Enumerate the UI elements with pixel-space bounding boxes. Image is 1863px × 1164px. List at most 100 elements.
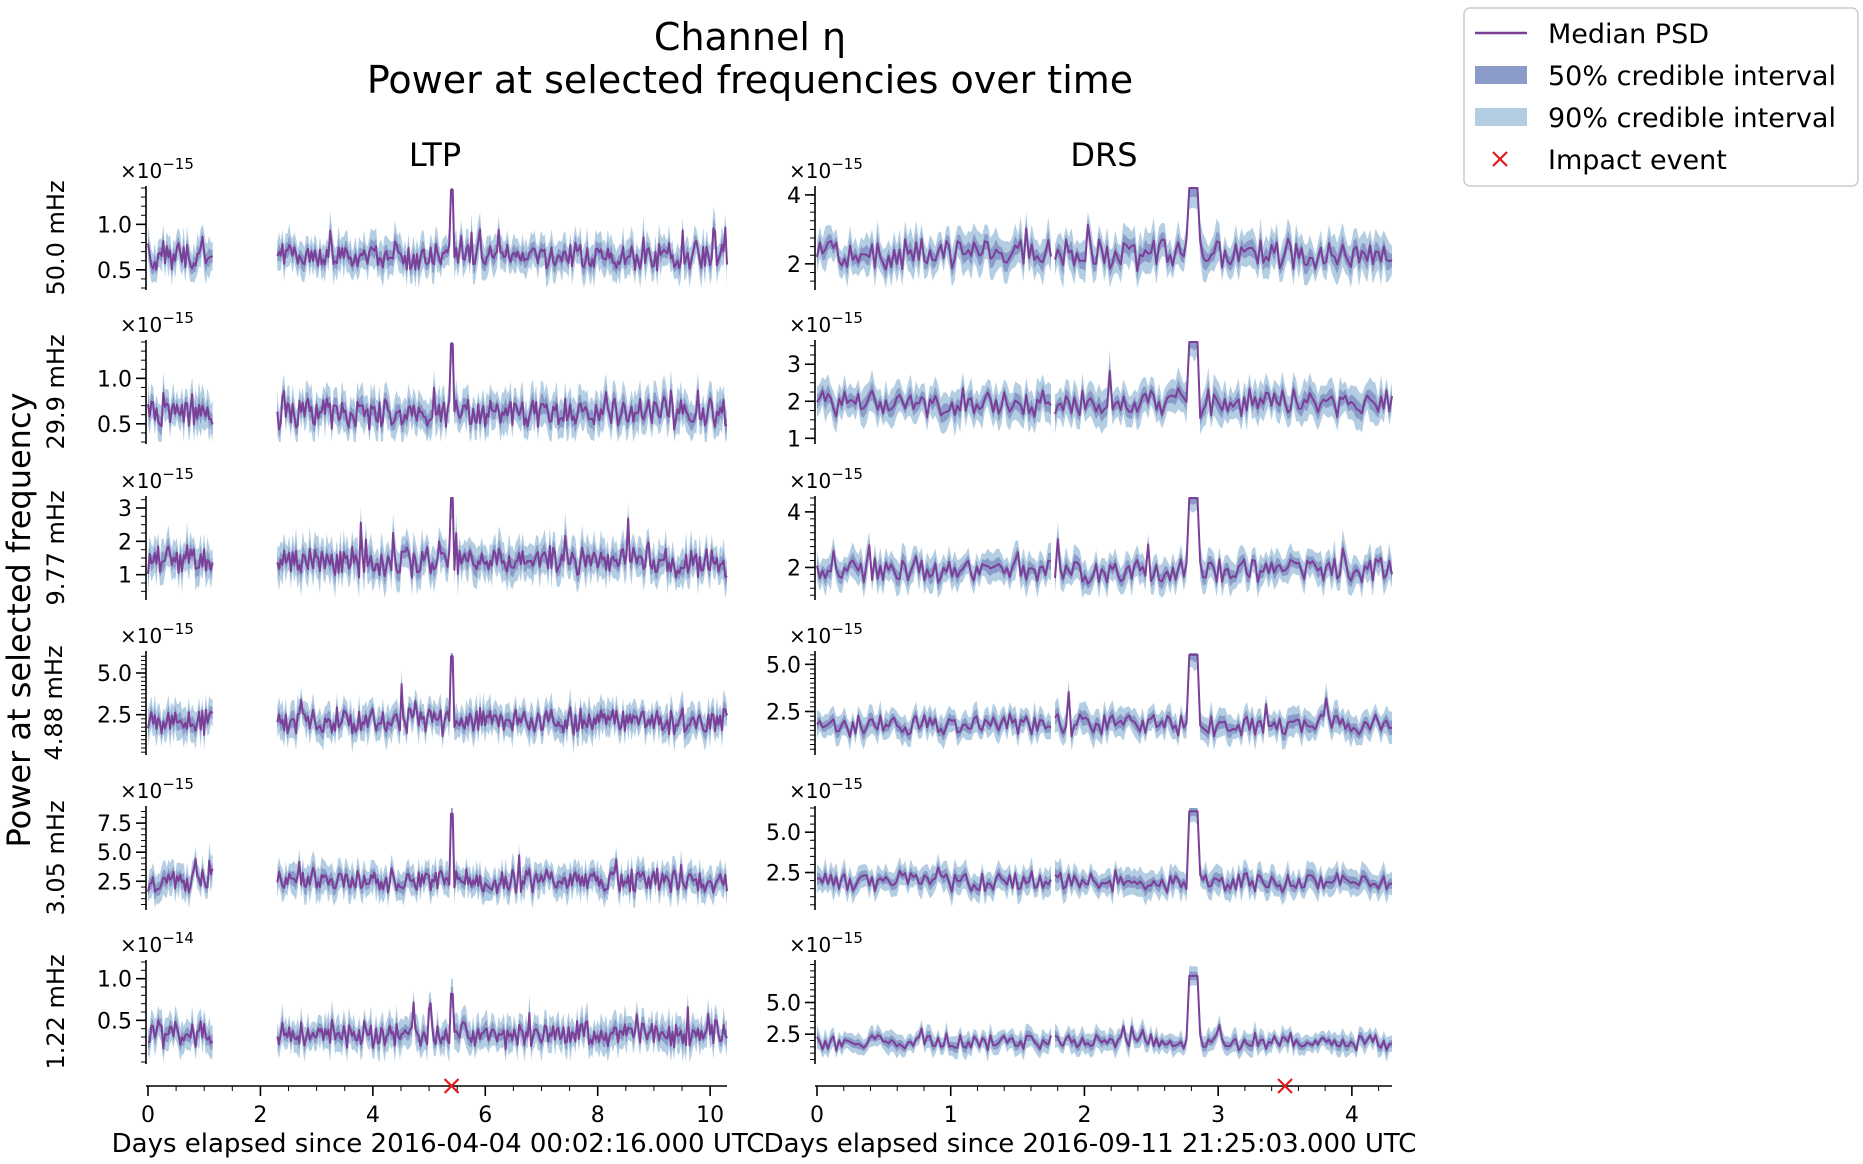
x-tick-label: 8 (591, 1103, 605, 1128)
y-tick-label: 5.0 (766, 821, 801, 846)
x-tick-label: 6 (478, 1103, 492, 1128)
median-line (1054, 974, 1393, 1052)
row-label: 50.0 mHz (42, 180, 70, 295)
y-axis-label: Power at selected frequency (0, 393, 38, 848)
legend-impact-marker (1492, 151, 1508, 167)
x-tick-label: 2 (1077, 1103, 1091, 1128)
panel: ×10−15 2.5 5.0 (766, 620, 1393, 755)
ci90-band (277, 188, 727, 288)
row-label: 3.05 mHz (42, 800, 70, 915)
ci90-band (277, 498, 727, 598)
panel: ×10−15 0.5 1.0 (97, 155, 728, 290)
median-line (1054, 810, 1393, 894)
x-tick-label: 0 (810, 1103, 824, 1128)
panel: ×10−15 2 4 (787, 465, 1393, 600)
panel: ×10−15 2 4 (787, 155, 1393, 290)
legend: Median PSD 50% credible interval 90% cre… (1463, 7, 1859, 187)
ci90-band (1055, 653, 1392, 752)
panel: ×10−15 0.5 1.0 (97, 309, 728, 444)
ci90-band (277, 978, 727, 1062)
x-tick-label: 4 (1345, 1103, 1359, 1128)
legend-label-median: Median PSD (1548, 19, 1709, 50)
impact-marker (443, 1078, 460, 1094)
panel: ×10−15 2.5 5.0 (766, 775, 1393, 910)
column-title-ltp: LTP (409, 136, 461, 174)
y-tick-label: 1 (787, 427, 801, 452)
ci50-band (1055, 653, 1392, 744)
ci50-band (817, 380, 1051, 425)
median-line (816, 227, 1052, 271)
panel: ×10−15 2.5 5.0 (766, 929, 1393, 1064)
y-tick-label: 2 (787, 253, 801, 278)
scale-multiplier: ×10−15 (120, 309, 194, 337)
y-tick-label: 2 (787, 556, 801, 581)
panel: ×10−15 2.5 5.0 (97, 620, 728, 755)
scale-multiplier: ×10−15 (120, 465, 194, 493)
y-tick-label: 7.5 (97, 812, 132, 837)
median-line (147, 235, 214, 271)
median-line (1054, 497, 1393, 585)
x-tick-label: 10 (696, 1103, 724, 1128)
ci90-band (277, 653, 727, 753)
legend-label-ci50: 50% credible interval (1548, 61, 1836, 92)
median-line (816, 544, 1052, 584)
ci50-band (277, 188, 727, 279)
median-line (276, 342, 728, 431)
panel: ×10−15 2.5 5.0 7.5 (97, 775, 728, 910)
scale-multiplier: ×10−15 (120, 620, 194, 648)
ci50-band (1055, 971, 1392, 1056)
median-line (1054, 653, 1393, 738)
panel: ×10−15 1 2 3 (118, 465, 728, 600)
ci90-band (277, 342, 727, 442)
median-line (276, 812, 728, 895)
legend-label-ci90: 90% credible interval (1548, 103, 1836, 134)
scale-multiplier: ×10−15 (789, 620, 863, 648)
y-tick-label: 4 (787, 184, 801, 209)
median-line (147, 1019, 214, 1050)
y-tick-label: 5.0 (97, 841, 132, 866)
median-line (276, 188, 728, 272)
median-line (276, 655, 728, 737)
x-tick-label: 2 (253, 1103, 267, 1128)
median-line (816, 387, 1052, 419)
x-axes-group: 0 2 4 6 8 10 0 1 2 3 4 (141, 1078, 1392, 1128)
y-tick-label: 2.5 (766, 1023, 801, 1048)
y-tick-label: 2 (787, 390, 801, 415)
ci90-band (148, 372, 213, 442)
panel: ×10−14 0.5 1.0 (97, 929, 728, 1064)
ci90-band (1055, 808, 1392, 906)
legend-label-impact: Impact event (1548, 145, 1727, 176)
x-tick-label: 4 (366, 1103, 380, 1128)
ci90-band (1055, 342, 1392, 435)
column-title-drs: DRS (1070, 136, 1137, 174)
scale-multiplier: ×10−15 (120, 155, 194, 183)
legend-ci50-patch (1475, 66, 1527, 84)
median-line (147, 544, 214, 574)
ci50-band (148, 702, 213, 743)
y-tick-label: 2.5 (97, 704, 132, 729)
y-tick-label: 3 (118, 497, 132, 522)
chart-subtitle: Power at selected frequencies over time (367, 58, 1133, 102)
scale-multiplier: ×10−15 (789, 775, 863, 803)
median-line (147, 858, 214, 894)
chart-title: Channel η (654, 15, 846, 59)
x-tick-label: 3 (1211, 1103, 1225, 1128)
scale-multiplier: ×10−15 (789, 309, 863, 337)
y-tick-label: 2.5 (766, 862, 801, 887)
median-line (816, 1027, 1052, 1052)
y-tick-label: 2 (118, 530, 132, 555)
panel: ×10−15 1 2 3 (787, 309, 1393, 452)
y-tick-label: 0.5 (97, 413, 132, 438)
median-line (1054, 187, 1393, 273)
median-line (147, 708, 214, 736)
ci90-band (817, 1019, 1051, 1062)
median-line (816, 712, 1052, 738)
row-label: 4.88 mHz (40, 645, 68, 760)
median-line (816, 866, 1052, 893)
y-tick-label: 0.5 (97, 259, 132, 284)
legend-frame (1463, 7, 1859, 187)
y-tick-label: 0.5 (97, 1009, 132, 1034)
median-line (147, 391, 214, 428)
scale-multiplier: ×10−15 (120, 775, 194, 803)
